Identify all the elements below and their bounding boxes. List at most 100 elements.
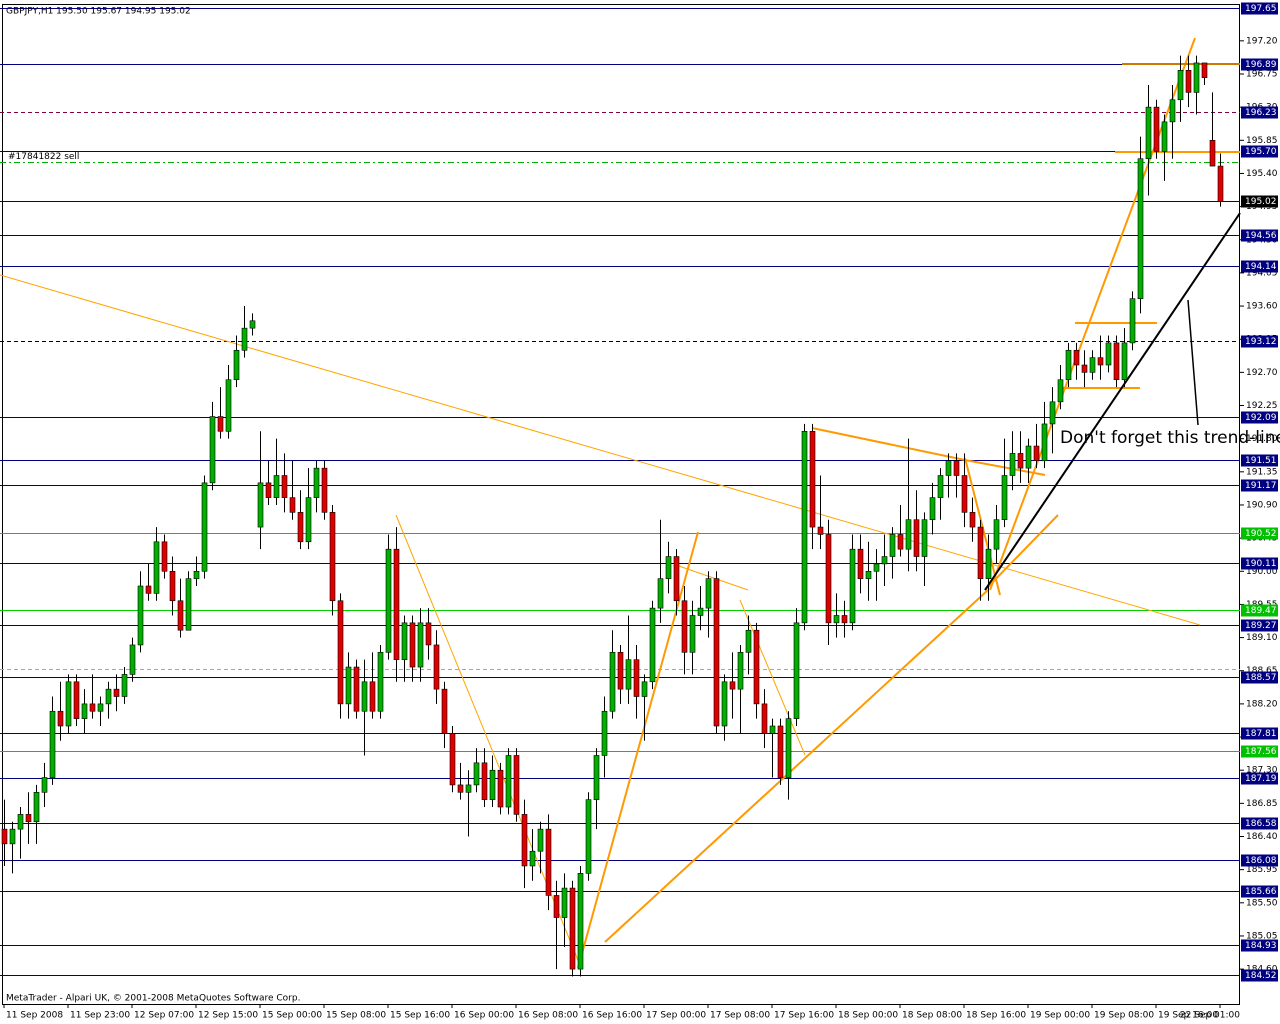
candle-body	[1081, 364, 1088, 373]
y-tick-label: 191.35	[1246, 467, 1278, 477]
candle-body	[1017, 453, 1024, 469]
candle-body	[209, 416, 216, 484]
level-label: 189.47	[1245, 606, 1277, 616]
candle-body	[713, 578, 720, 727]
candle-body	[289, 497, 296, 513]
y-tick-label: 188.65	[1246, 666, 1278, 676]
level-label-box	[1241, 195, 1278, 208]
level-label-box	[1241, 604, 1278, 617]
candle-body	[961, 475, 968, 513]
candle-body	[1057, 379, 1064, 403]
candle-body	[385, 548, 392, 653]
x-tick-label: 18 Sep 16:00	[966, 1011, 1026, 1021]
candle-body	[561, 887, 568, 918]
trend-line	[964, 457, 1001, 596]
level-label: 194.14	[1245, 262, 1277, 272]
candle-body	[929, 497, 936, 521]
x-tick-label: 11 Sep 2008	[6, 1011, 63, 1021]
candle-body	[305, 497, 312, 543]
candle-body	[201, 482, 208, 572]
candle-body	[673, 556, 680, 602]
candle-body	[857, 548, 864, 579]
candle-body	[217, 416, 224, 432]
level-label: 195.02	[1245, 197, 1277, 207]
trend-line	[989, 37, 1196, 591]
candle-body	[1209, 139, 1216, 167]
level-label: 191.17	[1245, 481, 1277, 491]
level-label: 196.23	[1245, 108, 1277, 118]
candle-body	[1129, 298, 1136, 344]
candle-body	[17, 814, 24, 830]
candle-body	[617, 652, 624, 690]
candle-body	[1105, 342, 1112, 366]
candle-body	[913, 519, 920, 557]
trend-line	[984, 514, 1059, 591]
candle-body	[873, 563, 880, 572]
y-tick-label: 187.30	[1246, 766, 1278, 776]
candle-body	[9, 828, 16, 845]
candle-body	[97, 703, 104, 712]
candle-body	[33, 791, 40, 823]
candle-body	[73, 681, 80, 719]
candle-body	[337, 600, 344, 705]
candle-body	[569, 887, 576, 970]
level-label: 187.19	[1245, 774, 1277, 784]
candle-body	[865, 570, 872, 579]
y-tick-label: 193.60	[1246, 302, 1278, 312]
x-tick-label: 15 Sep 00:00	[262, 1011, 322, 1021]
x-tick-label: 17 Sep 00:00	[646, 1011, 706, 1021]
candle-body	[1185, 70, 1192, 93]
candle-body	[1033, 445, 1040, 462]
candle-body	[689, 615, 696, 653]
candle-body	[265, 482, 272, 498]
x-tick-label: 12 Sep 07:00	[134, 1011, 194, 1021]
candle-body	[105, 688, 112, 705]
candle-body	[1001, 475, 1008, 521]
candle-body	[553, 895, 560, 918]
level-label-box	[1241, 454, 1278, 467]
candle-body	[977, 526, 984, 579]
level-label: 184.52	[1245, 971, 1277, 981]
axes: 184.60185.05185.50185.95186.40186.85187.…	[3, 2, 1278, 1021]
level-label: 195.70	[1245, 147, 1277, 157]
candle-body	[497, 769, 504, 808]
y-tick-label: 196.75	[1246, 69, 1278, 79]
y-tick-label: 185.05	[1246, 931, 1278, 941]
candle-body	[545, 828, 552, 896]
trend-line	[811, 427, 966, 461]
candle-body	[657, 578, 664, 609]
candle-body	[785, 718, 792, 778]
level-label-box	[1241, 619, 1278, 632]
y-tick-label: 197.20	[1246, 36, 1278, 46]
level-label: 185.66	[1245, 887, 1277, 897]
y-tick-label: 195.40	[1246, 169, 1278, 179]
candle-body	[585, 799, 592, 874]
candle-body	[249, 320, 256, 329]
candle-body	[969, 512, 976, 528]
annotation: Don't forget this trend-line!	[1060, 428, 1280, 448]
candle-body	[625, 659, 632, 690]
y-tick-label: 186.85	[1246, 799, 1278, 809]
level-label: 184.93	[1245, 941, 1277, 951]
y-tick-label: 190.90	[1246, 500, 1278, 510]
level-label-box	[1241, 411, 1278, 424]
y-tick-label: 195.85	[1246, 136, 1278, 146]
candle-body	[521, 814, 528, 867]
candle-body	[753, 629, 760, 705]
level-label-box	[1241, 817, 1278, 830]
trend-line	[984, 212, 1241, 591]
candle-body	[393, 548, 400, 660]
candle-body	[233, 349, 240, 381]
candle-body	[409, 622, 416, 668]
candle-body	[489, 769, 496, 800]
candle-body	[537, 828, 544, 852]
candle-body	[129, 644, 136, 675]
level-label-box	[1241, 145, 1278, 158]
candle-body	[633, 659, 640, 697]
candle-body	[473, 762, 480, 786]
candle-body	[641, 681, 648, 697]
candle-body	[57, 710, 64, 727]
x-tick-label: 15 Sep 08:00	[326, 1011, 386, 1021]
